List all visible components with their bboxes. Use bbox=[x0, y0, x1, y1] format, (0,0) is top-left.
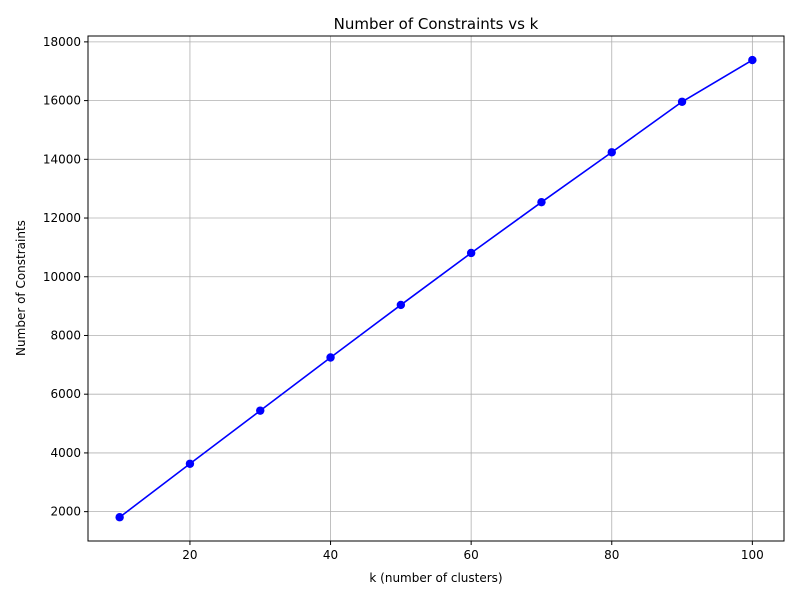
data-point bbox=[256, 406, 265, 415]
x-tick-label: 20 bbox=[182, 548, 197, 562]
data-point bbox=[185, 459, 195, 468]
y-tick-label: 16000 bbox=[43, 94, 81, 108]
ticks: 20 40 60 80 100 2000 4000 6000 8000 10000 12000 140… bbox=[43, 35, 764, 562]
data-point bbox=[326, 353, 335, 362]
x-tick-label: 40 bbox=[323, 548, 338, 562]
y-tick-label: 14000 bbox=[43, 152, 81, 166]
grid bbox=[88, 36, 784, 541]
plot-frame bbox=[87, 35, 785, 542]
chart-title: Number of Constraints vs k bbox=[334, 15, 539, 33]
data-point bbox=[677, 97, 687, 106]
y-tick-label: 4000 bbox=[50, 446, 81, 460]
data-point bbox=[466, 248, 476, 258]
data-point bbox=[607, 148, 616, 157]
y-tick-label: 8000 bbox=[50, 328, 81, 342]
x-tick-label: 100 bbox=[741, 548, 764, 562]
data-point bbox=[537, 197, 546, 207]
data-point bbox=[748, 55, 757, 65]
y-tick-label: 10000 bbox=[43, 270, 81, 284]
x-axis-label: k (number of clusters) bbox=[369, 571, 502, 585]
series-layer bbox=[115, 55, 757, 522]
y-tick-label: 6000 bbox=[50, 387, 81, 401]
x-tick-label: 80 bbox=[604, 548, 619, 562]
data-point bbox=[396, 300, 406, 310]
y-tick-label: 12000 bbox=[43, 211, 81, 225]
y-tick-label: 2000 bbox=[50, 505, 81, 519]
series-line bbox=[119, 59, 753, 518]
data-point bbox=[115, 513, 124, 522]
x-tick-label: 60 bbox=[464, 548, 479, 562]
y-axis-label: Number of Constraints bbox=[14, 220, 28, 356]
y-tick-label: 18000 bbox=[43, 35, 81, 49]
